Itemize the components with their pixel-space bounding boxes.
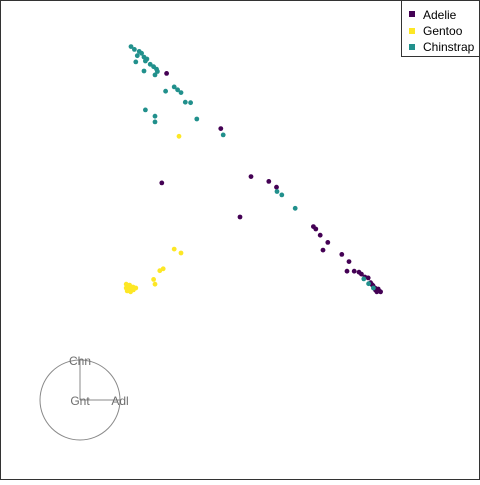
- data-point-adelie: [248, 174, 254, 180]
- data-point-chinstrap: [361, 276, 367, 282]
- data-point-chinstrap: [178, 90, 184, 95]
- legend-item-adelie: Adelie: [409, 8, 457, 22]
- data-point-adelie: [365, 275, 371, 281]
- data-point-chinstrap: [274, 189, 280, 194]
- legend: Adelie Gentoo Chinstrap: [401, 0, 480, 57]
- data-point-chinstrap: [371, 285, 376, 291]
- data-point-gentoo: [171, 246, 177, 252]
- data-point-adelie: [359, 271, 364, 277]
- data-point-chinstrap: [139, 50, 145, 56]
- data-point-chinstrap: [182, 99, 188, 105]
- data-point-chinstrap: [171, 84, 177, 90]
- data-point-gentoo: [160, 266, 166, 272]
- series-chinstrap: [128, 44, 376, 291]
- data-point-adelie: [159, 180, 165, 186]
- data-point-chinstrap: [152, 72, 158, 78]
- data-point-chinstrap: [128, 44, 134, 49]
- data-point-adelie: [313, 226, 319, 232]
- radar-key: Chn Gnt Adl: [39, 354, 129, 441]
- data-point-gentoo: [178, 250, 184, 256]
- data-point-chinstrap: [163, 88, 169, 94]
- data-point-gentoo: [152, 281, 158, 287]
- data-point-chinstrap: [366, 281, 371, 287]
- data-point-chinstrap: [133, 59, 139, 65]
- legend-swatch-chinstrap: [409, 44, 415, 50]
- data-point-adelie: [218, 126, 224, 131]
- series-gentoo: [123, 133, 184, 295]
- data-point-adelie: [266, 179, 272, 184]
- data-point-chinstrap: [141, 68, 147, 74]
- data-point-chinstrap: [155, 69, 160, 74]
- data-point-chinstrap: [152, 119, 158, 125]
- data-point-adelie: [274, 184, 279, 190]
- data-point-gentoo: [176, 133, 182, 139]
- legend-item-chinstrap: Chinstrap: [409, 40, 475, 54]
- data-point-chinstrap: [175, 87, 181, 93]
- data-point-chinstrap: [147, 61, 153, 67]
- data-point-chinstrap: [152, 113, 158, 119]
- legend-label-adelie: Adelie: [423, 8, 457, 22]
- data-point-chinstrap: [292, 205, 298, 211]
- data-point-chinstrap: [143, 58, 148, 64]
- data-point-adelie: [320, 247, 326, 253]
- data-point-adelie: [339, 252, 345, 257]
- data-point-chinstrap: [279, 192, 285, 198]
- data-point-adelie: [325, 240, 331, 245]
- data-point-adelie: [346, 259, 352, 264]
- data-point-gentoo: [151, 277, 157, 282]
- data-point-chinstrap: [132, 47, 137, 52]
- radar-key-label-center: Gnt: [70, 394, 90, 408]
- data-point-adelie: [351, 268, 357, 274]
- radar-key-label-right: Adl: [111, 394, 128, 408]
- legend-label-gentoo: Gentoo: [423, 24, 463, 38]
- data-point-chinstrap: [134, 53, 140, 59]
- data-point-gentoo: [128, 289, 134, 295]
- points-layer: [123, 44, 383, 295]
- data-point-chinstrap: [194, 116, 200, 122]
- data-point-adelie: [344, 268, 350, 274]
- legend-swatch-gentoo: [409, 28, 415, 34]
- data-point-adelie: [237, 214, 243, 220]
- data-point-adelie: [317, 232, 323, 238]
- data-point-chinstrap: [220, 132, 226, 138]
- legend-swatch-adelie: [409, 11, 415, 17]
- radar-key-label-top: Chn: [69, 354, 91, 368]
- data-point-adelie: [164, 71, 170, 76]
- data-point-adelie: [374, 289, 380, 295]
- legend-item-gentoo: Gentoo: [409, 24, 463, 38]
- legend-label-chinstrap: Chinstrap: [423, 40, 475, 54]
- data-point-chinstrap: [143, 107, 148, 113]
- data-point-chinstrap: [188, 100, 194, 106]
